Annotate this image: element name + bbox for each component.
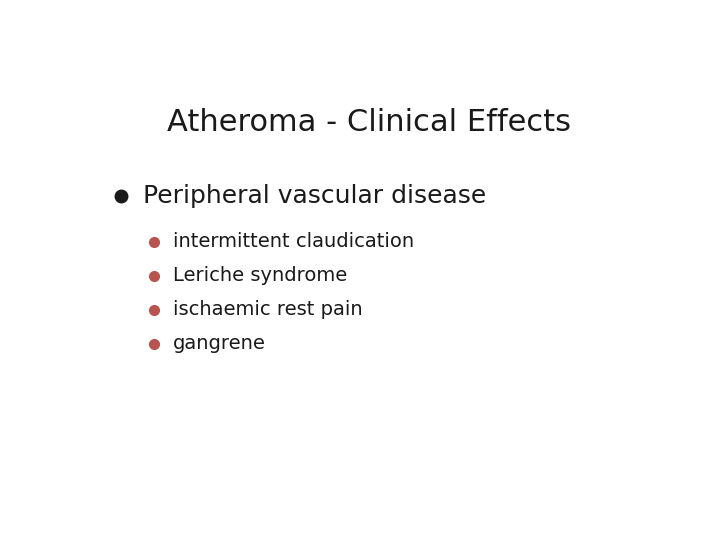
Text: Atheroma - Clinical Effects: Atheroma - Clinical Effects — [167, 109, 571, 138]
Text: ischaemic rest pain: ischaemic rest pain — [173, 300, 362, 319]
Text: Leriche syndrome: Leriche syndrome — [173, 266, 347, 285]
Text: gangrene: gangrene — [173, 334, 266, 353]
Text: Peripheral vascular disease: Peripheral vascular disease — [143, 184, 486, 208]
Text: intermittent claudication: intermittent claudication — [173, 232, 414, 251]
